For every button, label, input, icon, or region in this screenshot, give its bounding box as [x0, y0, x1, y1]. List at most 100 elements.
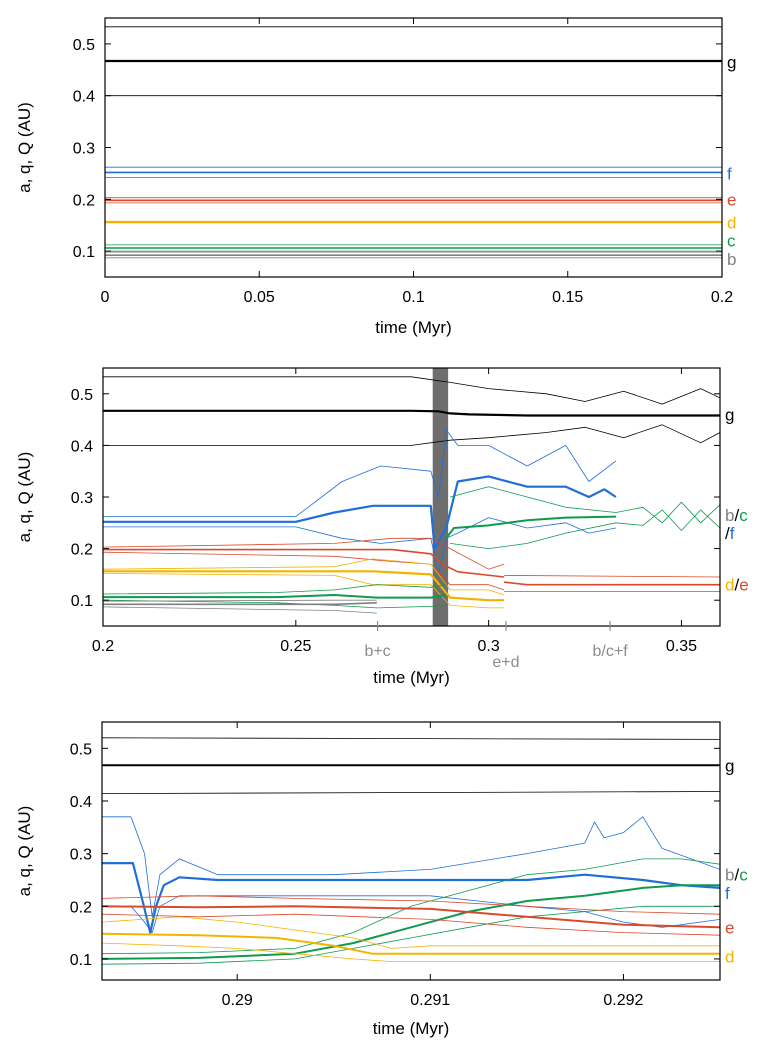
event-label: e+d — [492, 654, 519, 671]
series-e-q — [102, 913, 720, 936]
series-f-Q — [102, 816, 720, 918]
y-tick-label: 0.2 — [73, 192, 95, 209]
y-tick-label: 0.3 — [73, 141, 95, 158]
series-de-Q — [504, 575, 720, 578]
planet-label-part: / — [734, 506, 739, 525]
planet-label: b/c — [725, 866, 748, 885]
series-g-Q — [103, 376, 720, 405]
series-de-a — [504, 581, 720, 586]
x-tick-label: 0.2 — [711, 289, 733, 306]
series-bc-q — [450, 509, 720, 549]
series-bc-Q — [449, 486, 720, 524]
planet-label: f — [727, 164, 732, 183]
series-c-q — [103, 599, 447, 609]
planet-label: e — [727, 190, 736, 209]
series-e-a — [102, 905, 720, 929]
series-e-a — [103, 548, 505, 578]
planet-label-part: b — [725, 866, 734, 885]
panel-middle: 0.1 0.2 0.3 0.4 0.5 0.2 0.25 0.3 0.35 time (Myr) a… — [15, 367, 749, 687]
planet-label: e — [725, 918, 734, 937]
planet-label-part: d — [725, 947, 734, 966]
y-tick-label: 0.5 — [71, 387, 93, 404]
instability-band — [432, 368, 449, 626]
event-label: b/c+f — [593, 643, 629, 660]
planet-label: f — [725, 884, 730, 903]
series-c-Q — [102, 858, 720, 955]
x-axis-label: time (Myr) — [373, 1019, 449, 1038]
x-tick-label: 0.25 — [280, 638, 311, 655]
planet-label-part: f — [725, 884, 730, 903]
plot-frame — [104, 17, 723, 278]
y-tick-label: 0.5 — [70, 741, 92, 758]
series-g-Q — [102, 737, 720, 740]
y-tick-label: 0.2 — [70, 899, 92, 916]
planet-label: b — [727, 250, 736, 269]
x-tick-label: 0.35 — [666, 638, 697, 655]
planet-label-part: / — [734, 576, 739, 595]
planet-label-part: / — [734, 866, 739, 885]
planet-label-part: e — [739, 576, 748, 595]
x-axis-label: time (Myr) — [373, 668, 449, 687]
x-tick-label: 0.15 — [552, 289, 583, 306]
series-c-q — [102, 905, 720, 965]
series-bc-a — [445, 515, 616, 539]
series-g-a — [103, 409, 720, 417]
planet-label: g — [727, 53, 736, 72]
y-axis-label: a, q, Q (AU) — [15, 452, 34, 543]
series-g-q — [102, 791, 720, 794]
series-b-Q — [103, 599, 377, 602]
x-axis-label: time (Myr) — [375, 318, 451, 337]
series-f-a — [103, 475, 617, 550]
planet-label: g — [725, 405, 734, 424]
x-tick-label: 0.29 — [222, 992, 253, 1009]
x-tick-label: 0.1 — [402, 289, 424, 306]
series-e-Q — [102, 895, 720, 915]
planet-label-part: e — [725, 918, 734, 937]
y-axis-label: a, q, Q (AU) — [15, 102, 34, 193]
plot-frame — [101, 721, 721, 981]
planet-label-part: c — [739, 506, 748, 525]
y-tick-label: 0.1 — [73, 244, 95, 261]
planet-label-part: f — [730, 524, 735, 543]
planet-label: /f — [725, 524, 735, 543]
planet-label: d — [727, 214, 736, 233]
series-f-q — [102, 895, 720, 933]
x-tick-label: 0.3 — [478, 638, 500, 655]
y-tick-label: 0.5 — [73, 37, 95, 54]
series-d-Q — [102, 916, 720, 949]
planet-label-part: d — [725, 576, 734, 595]
y-tick-label: 0.4 — [73, 89, 95, 106]
x-tick-label: 0 — [101, 289, 110, 306]
planet-label: d/e — [725, 576, 749, 595]
series-b-q — [103, 606, 377, 614]
x-tick-label: 0.2 — [92, 638, 114, 655]
panel-top: 0.1 0.2 0.3 0.4 0.5 0 0.05 0.1 0.15 0.2 time (Myr)… — [15, 17, 736, 337]
series-c-Q — [103, 584, 447, 595]
y-tick-label: 0.4 — [71, 438, 93, 455]
series-d-Q — [103, 558, 505, 596]
panel-bottom: 0.1 0.2 0.3 0.4 0.5 0.29 0.291 0.292 time (Myr) a… — [15, 721, 748, 1038]
series-d-a — [102, 932, 720, 955]
planet-label: c — [727, 232, 736, 251]
planet-label-part: g — [725, 405, 734, 424]
series-f-Q — [103, 429, 617, 517]
series-d-q — [102, 942, 720, 962]
series-g-q — [103, 424, 720, 446]
series-e-Q — [103, 537, 505, 570]
y-tick-label: 0.2 — [71, 542, 93, 559]
x-tick-label: 0.05 — [244, 289, 275, 306]
y-axis-label: a, q, Q (AU) — [15, 806, 34, 897]
x-tick-label: 0.292 — [603, 992, 643, 1009]
planet-label-part: g — [725, 757, 734, 776]
planet-label: b/c — [725, 506, 748, 525]
y-tick-label: 0.1 — [71, 593, 93, 610]
planet-label: g — [725, 757, 734, 776]
series-b-a — [103, 602, 377, 606]
series-d-q — [103, 573, 505, 609]
y-tick-label: 0.1 — [70, 952, 92, 969]
plot-frame — [102, 367, 721, 627]
planet-label-part: b — [725, 506, 734, 525]
y-tick-label: 0.4 — [70, 794, 92, 811]
planet-label-part: c — [739, 866, 748, 885]
event-label: b+c — [364, 643, 390, 660]
